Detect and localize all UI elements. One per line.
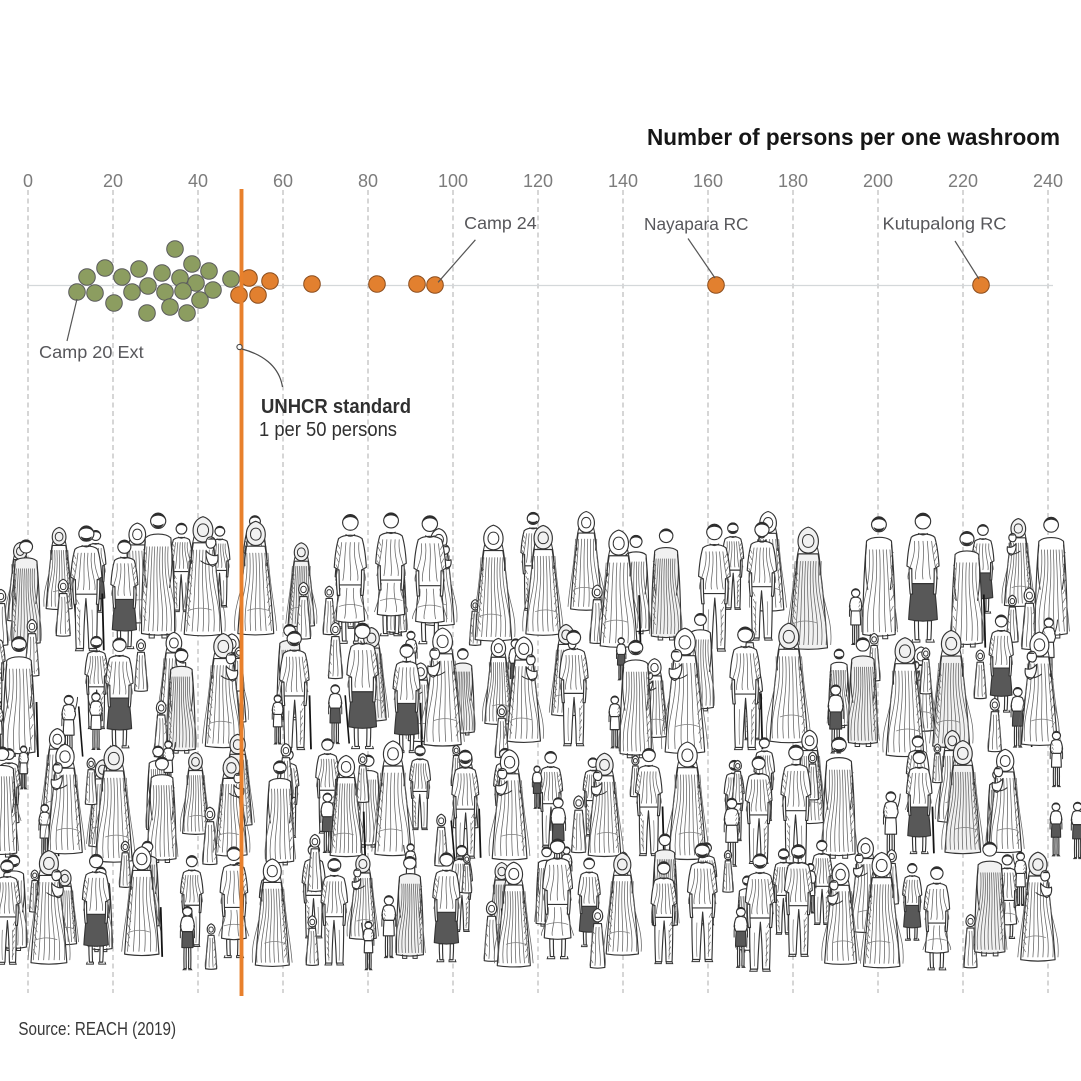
svg-text:80: 80 [358,171,378,191]
svg-text:120: 120 [523,171,553,191]
svg-text:200: 200 [863,171,893,191]
svg-text:60: 60 [273,171,293,191]
svg-text:20: 20 [103,171,123,191]
svg-text:220: 220 [948,171,978,191]
svg-text:Nayapara RC: Nayapara RC [644,214,749,234]
svg-text:0: 0 [23,171,33,191]
svg-text:180: 180 [778,171,808,191]
svg-text:UNHCR standard: UNHCR standard [261,396,411,418]
svg-text:Source: REACH (2019): Source: REACH (2019) [18,1019,176,1039]
svg-text:Number of persons per one wash: Number of persons per one washroom [647,124,1060,150]
svg-text:Kutupalong RC: Kutupalong RC [883,214,1007,234]
svg-text:140: 140 [608,171,638,191]
svg-text:100: 100 [438,171,468,191]
svg-text:Camp 24: Camp 24 [464,213,537,233]
svg-text:160: 160 [693,171,723,191]
svg-text:40: 40 [188,171,208,191]
svg-text:240: 240 [1033,171,1063,191]
svg-text:Camp 20 Ext: Camp 20 Ext [39,342,144,362]
svg-text:1 per 50 persons: 1 per 50 persons [259,419,397,441]
